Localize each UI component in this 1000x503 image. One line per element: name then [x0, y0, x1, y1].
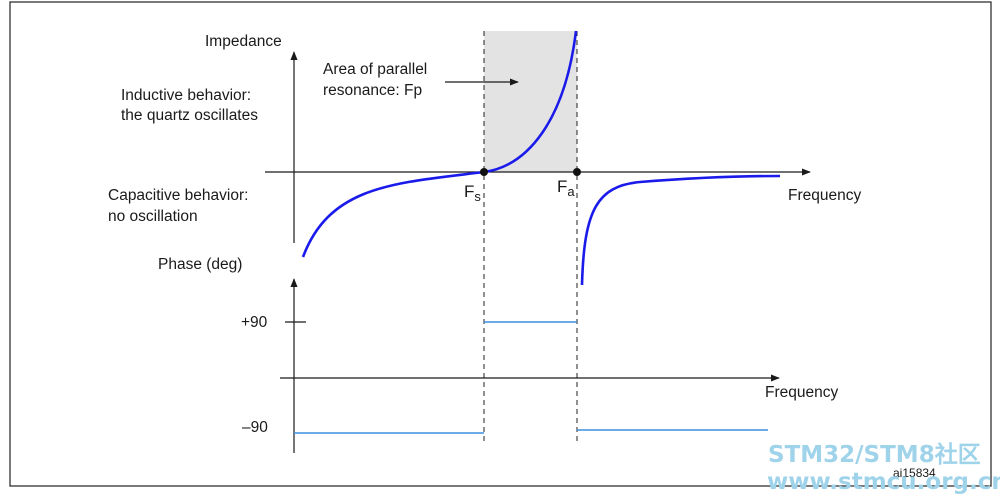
fs-label: Fs: [464, 182, 481, 204]
annotation-line1: Area of parallel: [323, 61, 427, 78]
watermark-line2: www.stmcu.org.cn: [767, 469, 1000, 495]
inductive-label-line1: Inductive behavior:: [121, 87, 251, 104]
capacitive-label-line1: Capacitive behavior:: [108, 187, 248, 204]
inductive-label-line2: the quartz oscillates: [121, 107, 258, 124]
figure-id: ai15834: [893, 466, 936, 480]
plus90-label: +90: [241, 314, 268, 331]
fa-label: Fa: [557, 177, 575, 199]
capacitive-label-line2: no oscillation: [108, 208, 198, 225]
watermark-line1: STM32/STM8社区: [768, 441, 981, 468]
fa-point: [573, 168, 581, 176]
frequency-label-bottom: Frequency: [765, 384, 838, 401]
parallel-resonance-area: [484, 31, 577, 172]
figure-border: [9, 1, 992, 487]
fs-point: [480, 168, 488, 176]
phase-axis-label: Phase (deg): [158, 256, 242, 273]
annotation-line2: resonance: Fp: [323, 82, 422, 99]
impedance-axis-label: Impedance: [205, 33, 282, 50]
impedance-curve-right: [580, 174, 781, 286]
frequency-label-top: Frequency: [788, 187, 861, 204]
minus90-label: –90: [242, 419, 268, 436]
